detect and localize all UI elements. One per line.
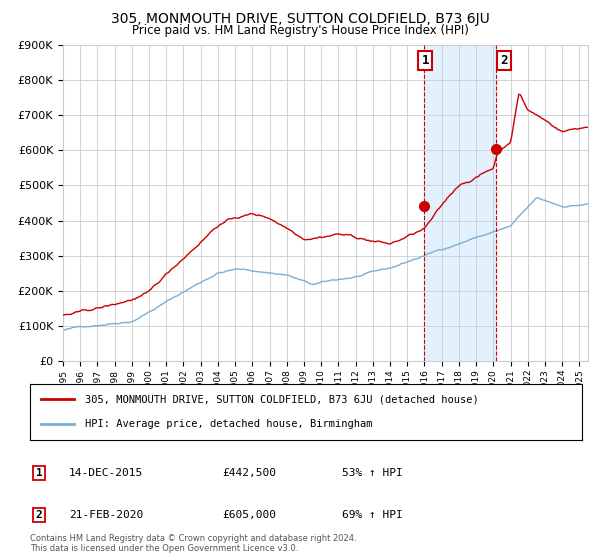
Text: 14-DEC-2015: 14-DEC-2015 xyxy=(69,468,143,478)
Bar xyxy=(424,45,496,361)
Text: 2: 2 xyxy=(35,510,43,520)
Text: 305, MONMOUTH DRIVE, SUTTON COLDFIELD, B73 6JU (detached house): 305, MONMOUTH DRIVE, SUTTON COLDFIELD, B… xyxy=(85,394,479,404)
Text: 2: 2 xyxy=(500,54,508,67)
Text: 1: 1 xyxy=(422,54,429,67)
Text: HPI: Average price, detached house, Birmingham: HPI: Average price, detached house, Birm… xyxy=(85,419,373,429)
Text: £605,000: £605,000 xyxy=(222,510,276,520)
Text: 1: 1 xyxy=(35,468,43,478)
Text: £442,500: £442,500 xyxy=(222,468,276,478)
Text: 21-FEB-2020: 21-FEB-2020 xyxy=(69,510,143,520)
Text: 69% ↑ HPI: 69% ↑ HPI xyxy=(342,510,403,520)
Text: 53% ↑ HPI: 53% ↑ HPI xyxy=(342,468,403,478)
Text: Price paid vs. HM Land Registry's House Price Index (HPI): Price paid vs. HM Land Registry's House … xyxy=(131,24,469,36)
Text: Contains HM Land Registry data © Crown copyright and database right 2024.
This d: Contains HM Land Registry data © Crown c… xyxy=(30,534,356,553)
Text: 305, MONMOUTH DRIVE, SUTTON COLDFIELD, B73 6JU: 305, MONMOUTH DRIVE, SUTTON COLDFIELD, B… xyxy=(110,12,490,26)
